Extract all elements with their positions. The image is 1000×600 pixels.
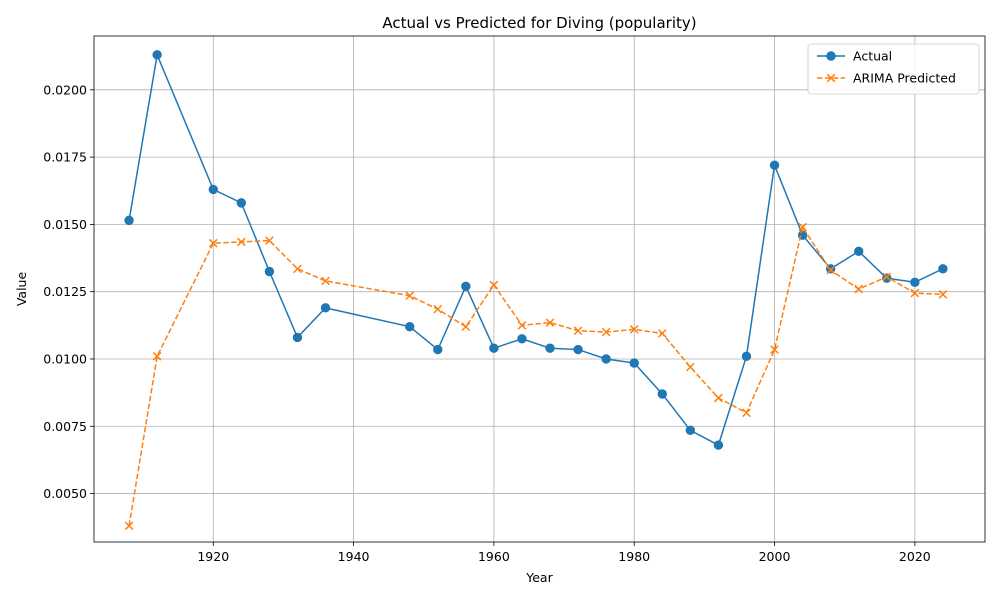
legend-marker xyxy=(826,73,836,83)
data-point-actual xyxy=(573,344,583,355)
y-tick-label: 0.0125 xyxy=(43,284,87,299)
legend-item: Actual xyxy=(817,49,892,64)
data-point-arima-predicted xyxy=(770,345,779,354)
data-point-arima-predicted xyxy=(910,288,920,298)
data-point-actual xyxy=(938,264,948,274)
data-point-actual xyxy=(124,215,134,226)
data-point-arima-predicted xyxy=(517,321,527,330)
y-tick-label: 0.0075 xyxy=(43,419,87,434)
data-point-actual xyxy=(433,344,443,355)
series-layer xyxy=(124,50,948,531)
x-tick-label: 1980 xyxy=(618,549,650,564)
series-actual xyxy=(124,50,948,450)
data-point-arima-predicted xyxy=(882,272,892,282)
data-point-actual xyxy=(741,351,752,361)
y-tick-label: 0.0175 xyxy=(43,150,87,165)
x-tick-label: 1960 xyxy=(478,549,510,564)
data-point-actual xyxy=(264,266,275,277)
data-point-arima-predicted xyxy=(321,276,330,286)
x-tick-label: 2000 xyxy=(759,549,791,564)
data-point-arima-predicted xyxy=(461,322,471,332)
x-tick-label: 1940 xyxy=(338,549,370,564)
data-point-arima-predicted xyxy=(742,408,751,418)
data-point-actual xyxy=(854,246,864,257)
data-point-actual xyxy=(405,321,415,332)
data-point-arima-predicted xyxy=(657,329,667,338)
data-point-arima-predicted xyxy=(265,236,274,245)
data-point-actual xyxy=(629,358,639,368)
chart-title: Actual vs Predicted for Diving (populari… xyxy=(382,14,696,32)
data-point-arima-predicted xyxy=(489,280,499,290)
data-point-actual xyxy=(910,277,920,287)
x-tick-label: 2020 xyxy=(899,549,931,564)
data-point-actual xyxy=(292,332,303,343)
y-tick-label: 0.0200 xyxy=(43,82,87,97)
data-point-arima-predicted xyxy=(629,325,639,334)
legend-label: ARIMA Predicted xyxy=(853,71,956,86)
data-point-actual xyxy=(489,343,499,353)
x-axis-label: Year xyxy=(525,570,553,585)
data-point-arima-predicted xyxy=(826,265,835,275)
series-arima-predicted xyxy=(124,222,948,531)
data-point-actual xyxy=(713,440,724,450)
data-point-actual xyxy=(461,281,471,292)
legend-box xyxy=(807,43,980,95)
data-point-arima-predicted xyxy=(433,304,443,314)
data-point-arima-predicted xyxy=(208,238,218,248)
grid xyxy=(94,36,985,542)
data-point-arima-predicted xyxy=(293,264,302,274)
data-point-arima-predicted xyxy=(124,521,134,531)
y-tick-label: 0.0050 xyxy=(43,486,87,501)
data-point-actual xyxy=(657,389,667,399)
data-point-arima-predicted xyxy=(938,290,948,299)
x-tick-label: 1920 xyxy=(197,549,229,564)
data-point-actual xyxy=(320,303,331,313)
legend-marker xyxy=(826,51,836,61)
data-point-actual xyxy=(236,198,247,208)
data-point-actual xyxy=(208,184,218,195)
legend-item: ARIMA Predicted xyxy=(817,71,956,86)
y-tick-label: 0.0150 xyxy=(43,217,87,232)
data-point-arima-predicted xyxy=(601,327,611,337)
ticks: 1920 1940 1960 1980 2000 2020 0.0050 0.0075 0.01… xyxy=(43,82,931,564)
data-point-actual xyxy=(152,50,162,60)
data-point-arima-predicted xyxy=(573,326,583,336)
legend-label: Actual xyxy=(853,49,892,64)
data-point-actual xyxy=(769,160,780,170)
data-point-arima-predicted xyxy=(854,284,864,294)
data-point-arima-predicted xyxy=(237,237,246,247)
y-tick-label: 0.0100 xyxy=(43,351,87,366)
data-point-actual xyxy=(517,334,527,344)
data-point-actual xyxy=(545,343,555,353)
data-point-actual xyxy=(882,273,892,283)
data-point-actual xyxy=(601,354,611,364)
data-point-arima-predicted xyxy=(714,393,723,403)
y-axis-label: Value xyxy=(14,272,29,307)
data-point-arima-predicted xyxy=(545,318,555,327)
data-point-arima-predicted xyxy=(405,291,415,301)
data-point-arima-predicted xyxy=(686,362,695,372)
data-point-arima-predicted xyxy=(152,351,162,361)
legend: Actual ARIMA Predicted xyxy=(807,43,980,95)
data-point-arima-predicted xyxy=(798,222,807,232)
plot-frame xyxy=(93,35,986,543)
data-point-actual xyxy=(685,425,696,436)
